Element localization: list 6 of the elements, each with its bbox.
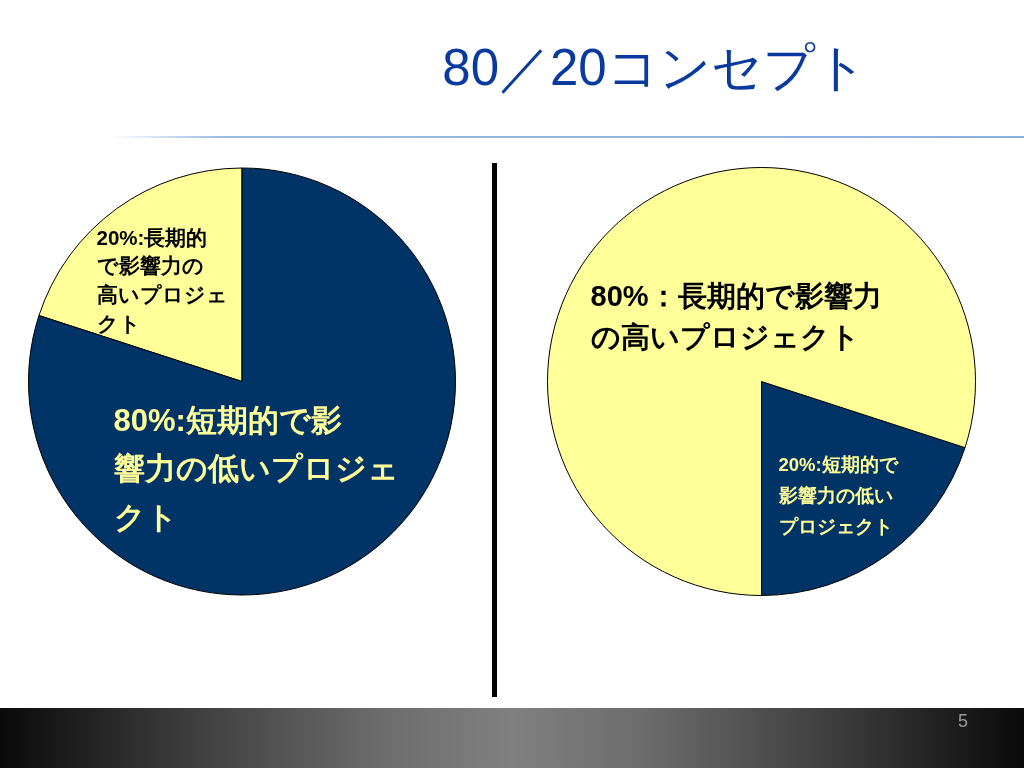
slice-label: 80%：長期的で影響力の高いプロジェクト: [590, 279, 882, 354]
chart-title: 80／20コンセプト: [441, 38, 868, 98]
slice-label: 20%:短期的で影響力の低いプロジェクト: [777, 453, 899, 537]
slice-label: 20%:長期的で影響力の高いプロジェクト: [96, 225, 228, 335]
slice-label: 80%:短期的で影響力の低いプロジェクト: [113, 402, 399, 535]
text: 5: [957, 710, 968, 733]
